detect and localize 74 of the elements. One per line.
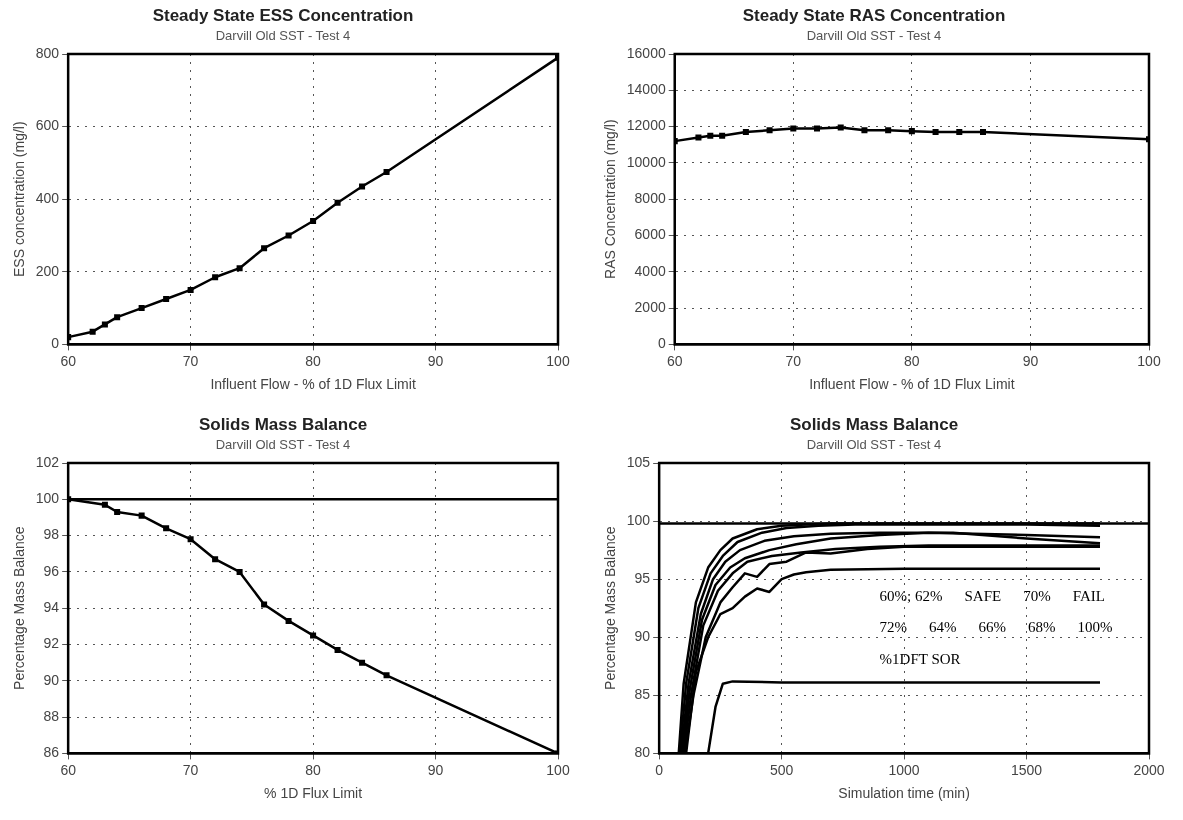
annotation: 72% (879, 619, 908, 636)
x-tick-label: 60 (60, 761, 77, 778)
y-tick-label: 10000 (626, 153, 666, 170)
chart-title: Steady State RAS Concentration (742, 5, 1006, 25)
y-axis-title: Percentage Mass Balance (11, 526, 28, 690)
annotation: FAIL (1072, 587, 1105, 604)
x-tick-label: 70 (182, 761, 199, 778)
x-tick-label: 90 (427, 761, 444, 778)
y-tick-label: 94 (43, 599, 60, 616)
y-tick-label: 0 (657, 335, 666, 352)
x-tick-label: 100 (1137, 352, 1161, 369)
chart-title: Steady State ESS Concentration (152, 5, 414, 25)
x-axis-title: Influent Flow - % of 1D Flux Limit (809, 376, 1015, 393)
chart-title: Solids Mass Balance (789, 414, 959, 434)
y-tick-label: 102 (35, 453, 60, 470)
x-tick-label: 80 (305, 352, 322, 369)
chart-title: Solids Mass Balance (198, 414, 368, 434)
x-axis-title: % 1D Flux Limit (264, 785, 363, 802)
y-tick-label: 98 (43, 526, 60, 543)
y-tick-label: 16000 (626, 44, 666, 61)
x-tick-label: 100 (546, 761, 570, 778)
y-axis-title: RAS Concentration (mg/l) (602, 119, 619, 279)
y-tick-label: 200 (35, 262, 60, 279)
x-tick-label: 1000 (888, 761, 920, 778)
x-tick-label: 60 (60, 352, 77, 369)
x-axis-title: Simulation time (min) (838, 785, 970, 802)
annotation: 64% (929, 619, 957, 636)
annotation: 68% (1028, 619, 1056, 636)
x-tick-label: 90 (1022, 352, 1039, 369)
y-tick-label: 86 (43, 744, 60, 761)
y-tick-label: 85 (634, 686, 651, 703)
y-tick-label: 6000 (634, 226, 666, 243)
y-tick-label: 95 (634, 570, 651, 587)
y-tick-label: 12000 (626, 117, 666, 134)
y-tick-label: 400 (35, 190, 60, 207)
x-tick-label: 80 (904, 352, 920, 369)
x-tick-label: 90 (427, 352, 444, 369)
x-tick-label: 70 (182, 352, 199, 369)
chart-subtitle: Darvill Old SST - Test 4 (806, 27, 942, 43)
annotation: 66% (978, 619, 1007, 636)
annotation: 70% (1023, 587, 1051, 604)
x-tick-label: 500 (769, 761, 794, 778)
annotation: 100% (1077, 619, 1113, 636)
annotation: %1DFT SOR (879, 651, 961, 668)
y-tick-label: 88 (43, 707, 60, 724)
y-tick-label: 100 (35, 490, 60, 507)
y-tick-label: 90 (43, 671, 60, 688)
y-tick-label: 80 (634, 744, 651, 761)
chart-subtitle: Darvill Old SST - Test 4 (215, 27, 351, 43)
y-tick-label: 92 (43, 635, 60, 652)
y-tick-label: 600 (35, 117, 60, 134)
y-tick-label: 105 (626, 453, 651, 470)
y-tick-label: 2000 (634, 298, 666, 315)
annotation: SAFE (964, 587, 1002, 604)
y-axis-title: ESS concentration (mg/l) (11, 121, 28, 278)
x-axis-title: Influent Flow - % of 1D Flux Limit (210, 376, 416, 393)
x-tick-label: 100 (546, 352, 570, 369)
chart-subtitle: Darvill Old SST - Test 4 (806, 436, 942, 452)
x-tick-label: 70 (785, 352, 802, 369)
y-tick-label: 800 (35, 44, 60, 61)
y-tick-label: 14000 (626, 81, 666, 98)
x-tick-label: 1500 (1010, 761, 1043, 778)
y-axis-title: Percentage Mass Balance (602, 526, 619, 690)
y-tick-label: 8000 (634, 190, 666, 207)
annotation: 60%; 62% (879, 587, 943, 604)
x-tick-label: 2000 (1133, 761, 1165, 778)
x-tick-label: 80 (305, 761, 322, 778)
y-tick-label: 0 (51, 335, 60, 352)
x-tick-label: 60 (666, 352, 683, 369)
chart-subtitle: Darvill Old SST - Test 4 (215, 436, 351, 452)
y-tick-label: 4000 (634, 262, 666, 279)
y-tick-label: 96 (43, 562, 60, 579)
y-tick-label: 100 (626, 511, 651, 528)
y-tick-label: 90 (634, 628, 651, 645)
